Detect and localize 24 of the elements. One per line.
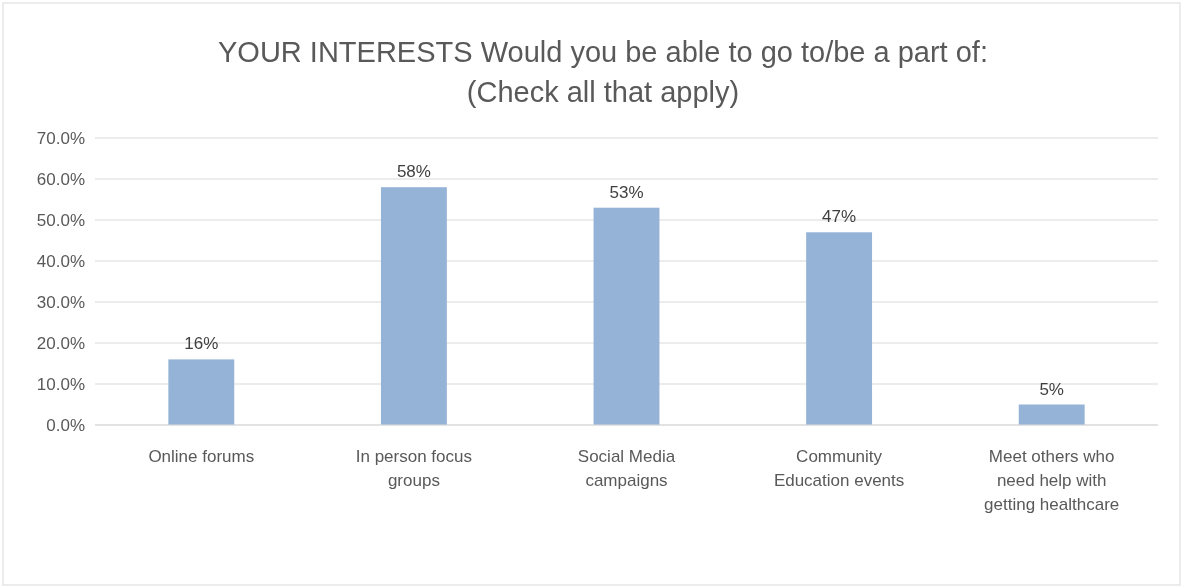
y-tick-label: 30.0% — [36, 292, 85, 312]
y-tick-label: 60.0% — [36, 169, 85, 189]
data-label: 47% — [822, 207, 857, 227]
y-tick-label: 10.0% — [36, 374, 85, 394]
data-label: 5% — [1039, 379, 1064, 399]
x-tick-label: Community Education events — [773, 447, 905, 490]
data-label: 16% — [184, 334, 219, 354]
data-label: 53% — [609, 182, 644, 202]
x-tick-label: Meet others who need help with getting healthcare — [984, 447, 1120, 514]
y-tick-label: 70.0% — [36, 128, 85, 148]
y-tick-label: 40.0% — [36, 251, 85, 271]
x-tick-label: Social Media campaigns — [577, 447, 676, 490]
bar — [168, 359, 235, 425]
bar — [806, 232, 873, 425]
y-tick-label: 0.0% — [46, 415, 85, 435]
x-tick-label: In person focus groups — [355, 447, 473, 490]
data-label: 58% — [396, 162, 431, 182]
bar — [380, 187, 447, 425]
chart-title: YOUR INTERESTS Would you be able to go to/be a part of: (Check all that apply) — [218, 36, 988, 108]
x-tick-label: Online forums — [148, 447, 255, 466]
y-tick-label: 50.0% — [36, 210, 85, 230]
y-tick-label: 20.0% — [36, 333, 85, 353]
bar — [1018, 404, 1085, 425]
bar — [593, 207, 660, 425]
